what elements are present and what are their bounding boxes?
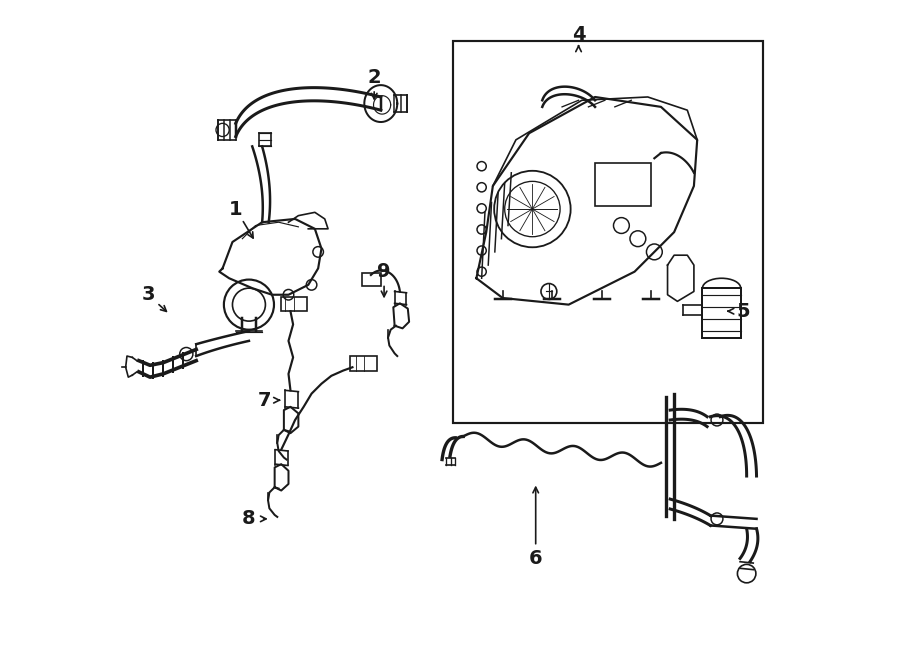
- Text: 8: 8: [242, 509, 256, 528]
- Bar: [350, 356, 377, 371]
- Text: 4: 4: [572, 25, 585, 44]
- Text: 5: 5: [736, 302, 751, 320]
- Text: 3: 3: [141, 285, 155, 305]
- Text: 1: 1: [229, 199, 243, 218]
- Bar: [362, 273, 382, 286]
- Bar: [281, 297, 307, 311]
- Text: 6: 6: [529, 549, 543, 568]
- Bar: [454, 41, 763, 423]
- Text: 9: 9: [377, 262, 391, 281]
- Bar: [703, 288, 741, 338]
- Bar: [595, 163, 651, 206]
- Text: 2: 2: [367, 68, 381, 87]
- Text: 7: 7: [257, 391, 271, 410]
